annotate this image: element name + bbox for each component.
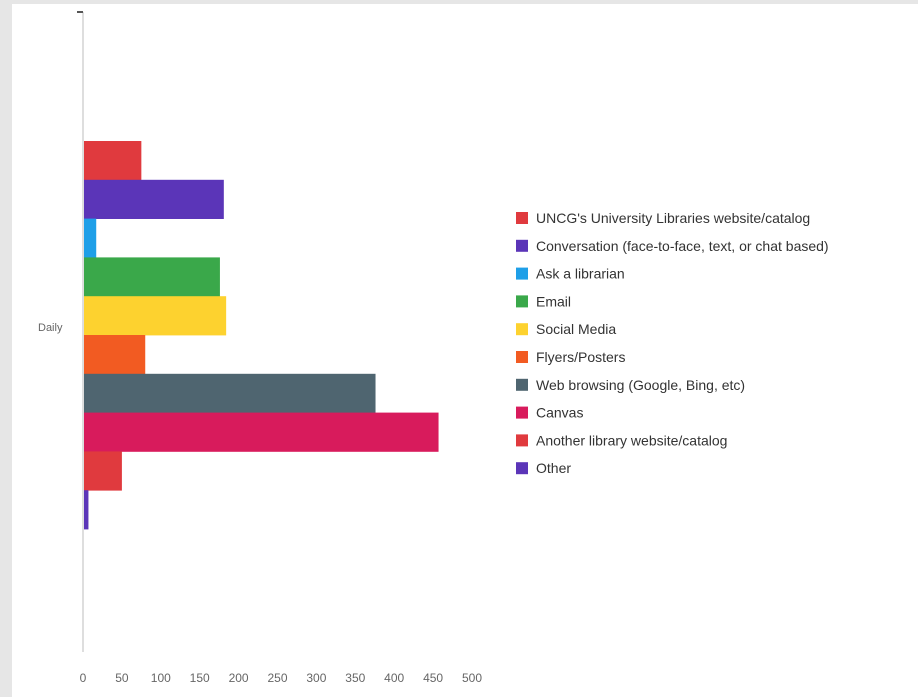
chart-panel: 0 50 100 150 200 250 300 350 400 450 500 Daily UNC… — [12, 4, 918, 697]
bar-chart: 0 50 100 150 200 250 300 350 400 450 500 Daily UNC… — [38, 11, 829, 685]
legend-swatch — [516, 295, 528, 308]
legend-swatch — [516, 434, 528, 447]
x-tick-label: 50 — [115, 671, 129, 685]
x-tick-label: 0 — [80, 671, 87, 685]
x-tick-label: 500 — [462, 671, 482, 685]
bar — [84, 451, 122, 491]
legend-swatch — [516, 351, 528, 363]
bar — [84, 490, 89, 530]
legend-label: Flyers/Posters — [536, 349, 625, 365]
bar — [84, 373, 376, 413]
legend-label: Ask a librarian — [536, 266, 625, 282]
x-tick-label: 100 — [151, 671, 171, 685]
legend-label: Canvas — [536, 405, 583, 421]
legend-swatch — [516, 462, 528, 475]
x-tick-label: 300 — [306, 671, 326, 685]
legend-label: Social Media — [536, 321, 616, 337]
bar — [84, 296, 227, 336]
bar — [84, 257, 220, 297]
chart-axes — [77, 11, 84, 652]
legend-swatch — [516, 267, 528, 280]
legend-label: Email — [536, 293, 571, 309]
legend-swatch — [516, 406, 528, 419]
x-tick-label: 250 — [267, 671, 287, 685]
x-tick-label: 400 — [384, 671, 404, 685]
bar — [84, 218, 97, 258]
x-axis-ticks: 0 50 100 150 200 250 300 350 400 450 500 — [80, 671, 483, 685]
legend-label: Conversation (face-to-face, text, or cha… — [536, 238, 829, 254]
legend-label: Web browsing (Google, Bing, etc) — [536, 377, 745, 393]
x-tick-label: 350 — [345, 671, 365, 685]
bars — [84, 141, 439, 530]
legend-swatch — [516, 239, 528, 252]
bar — [84, 412, 439, 452]
x-tick-label: 150 — [190, 671, 210, 685]
x-tick-label: 200 — [229, 671, 249, 685]
category-labels: Daily — [38, 322, 63, 334]
bar — [84, 179, 224, 219]
bar — [84, 141, 142, 181]
legend-swatch — [516, 212, 528, 224]
legend-swatch — [516, 323, 528, 336]
legend: UNCG's University Libraries website/cata… — [516, 210, 829, 476]
bar — [84, 335, 146, 375]
category-label: Daily — [38, 322, 63, 334]
x-tick-label: 450 — [423, 671, 443, 685]
legend-label: UNCG's University Libraries website/cata… — [536, 210, 810, 226]
legend-label: Another library website/catalog — [536, 432, 727, 448]
legend-label: Other — [536, 460, 571, 476]
legend-swatch — [516, 378, 528, 391]
